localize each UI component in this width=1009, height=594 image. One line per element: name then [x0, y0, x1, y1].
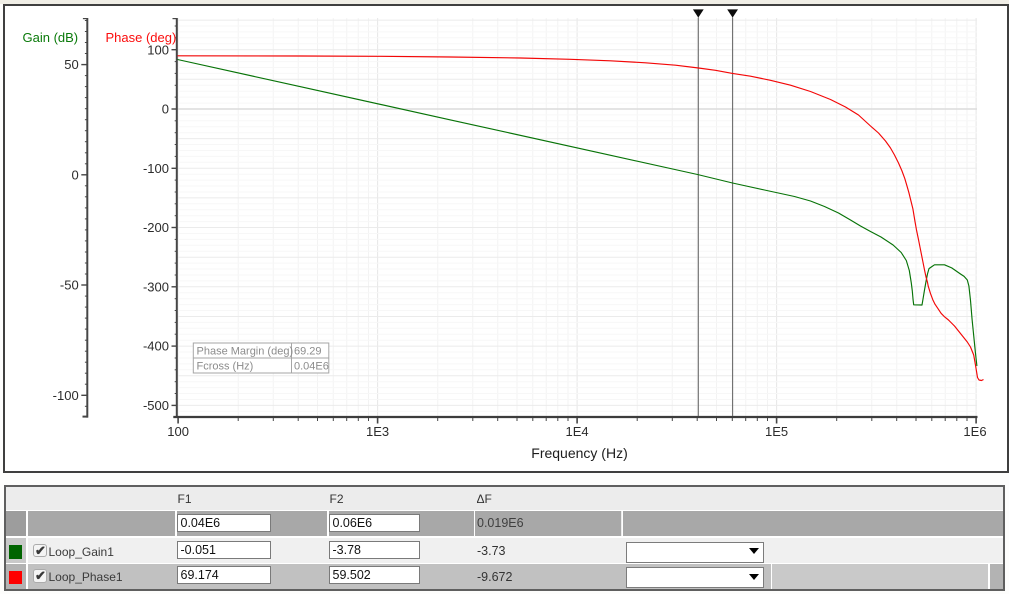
- svg-text:0.04E6: 0.04E6: [294, 361, 329, 373]
- svg-text:-300: -300: [143, 279, 169, 294]
- svg-text:Fcross (Hz): Fcross (Hz): [197, 361, 254, 373]
- svg-text:-100: -100: [143, 161, 169, 176]
- svg-text:-500: -500: [143, 398, 169, 413]
- svg-text:100: 100: [147, 42, 169, 57]
- svg-text:Phase Margin (deg): Phase Margin (deg): [197, 346, 294, 358]
- svg-text:-100: -100: [53, 388, 79, 403]
- svg-text:Gain (dB): Gain (dB): [23, 30, 79, 45]
- svg-text:1E6: 1E6: [963, 424, 986, 439]
- svg-text:Frequency (Hz): Frequency (Hz): [531, 445, 627, 461]
- svg-text:0: 0: [162, 102, 169, 117]
- svg-text:1E4: 1E4: [566, 424, 589, 439]
- svg-text:Phase (deg): Phase (deg): [106, 30, 177, 45]
- svg-text:50: 50: [64, 57, 78, 72]
- svg-text:0: 0: [71, 167, 78, 182]
- svg-text:-200: -200: [143, 220, 169, 235]
- svg-text:100: 100: [167, 424, 189, 439]
- svg-text:1E5: 1E5: [765, 424, 788, 439]
- svg-text:-400: -400: [143, 339, 169, 354]
- svg-text:-50: -50: [60, 278, 79, 293]
- svg-text:69.29: 69.29: [294, 346, 322, 358]
- svg-text:1E3: 1E3: [366, 424, 389, 439]
